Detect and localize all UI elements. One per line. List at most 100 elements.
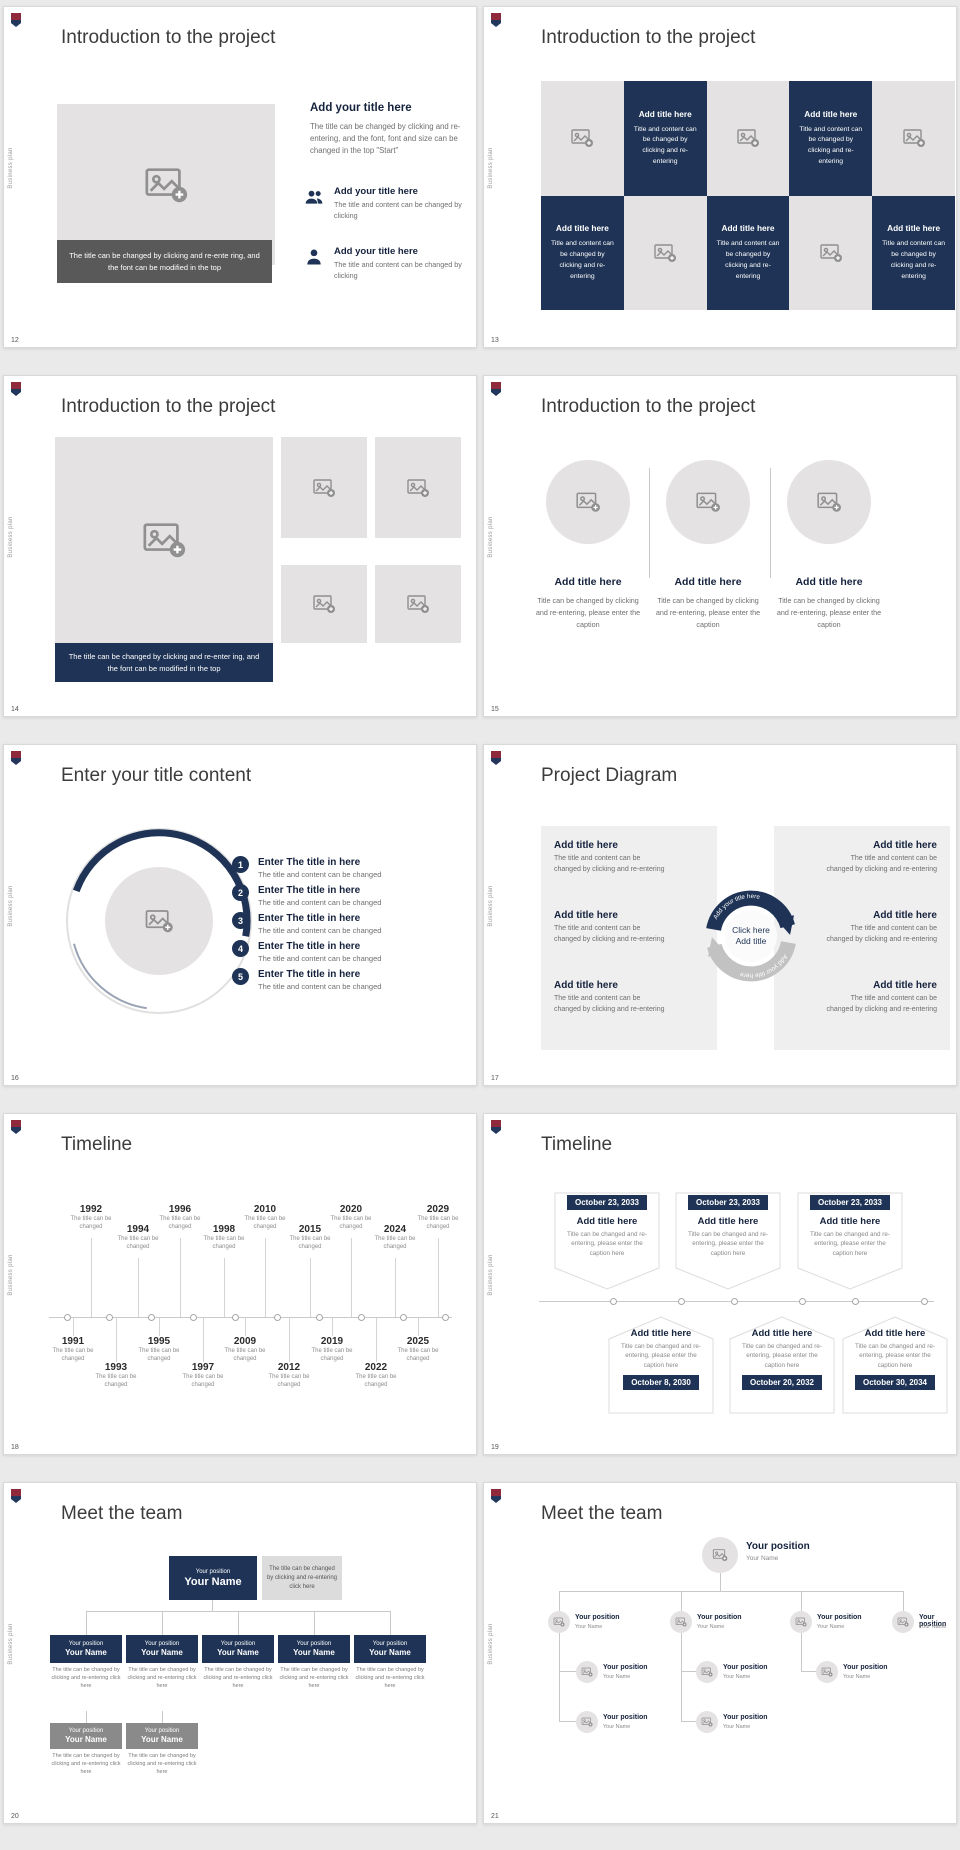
name-label: Your Name — [723, 1674, 751, 1680]
year-caption: The title can be changed — [311, 1348, 353, 1362]
slide-thumbnail-16[interactable]: Business plan Enter your title content 1… — [3, 744, 477, 1086]
item-heading: Add title here — [873, 840, 937, 851]
image-placeholder — [281, 437, 367, 538]
year-label: 1997 — [191, 1362, 215, 1373]
year-caption: The title can be changed — [268, 1374, 310, 1388]
step-number: 2 — [232, 884, 249, 901]
image-placeholder-icon — [902, 126, 926, 150]
org-box: Your position Your Name — [126, 1635, 198, 1663]
connector — [162, 1611, 163, 1635]
timeline-year: 2009 The title can be changed — [223, 1318, 267, 1370]
image-placeholder — [872, 81, 955, 196]
connector — [720, 1573, 721, 1591]
brand-logo-icon — [10, 1488, 22, 1504]
team-member: Your position Your Name — [576, 1711, 671, 1735]
name-label: Your Name — [141, 1648, 183, 1657]
circular-arrows-icon: Add your title here Add your title here … — [706, 890, 796, 982]
item-heading: Enter The title in here — [258, 885, 361, 896]
step-number: 5 — [232, 968, 249, 985]
page-number: 17 — [491, 1075, 499, 1082]
image-placeholder-icon — [816, 489, 842, 515]
timeline-year: 2020 The title can be changed — [329, 1204, 373, 1317]
name-label: Your Name — [65, 1648, 107, 1657]
timeline-year: 2025 The title can be changed — [396, 1318, 440, 1370]
item-heading: Add title here — [554, 980, 618, 991]
block-body: The title can be changed by clicking and… — [310, 122, 461, 156]
brand-logo-icon — [490, 750, 502, 766]
connector — [559, 1671, 576, 1672]
brand-logo-icon — [10, 750, 22, 766]
page-number: 16 — [11, 1075, 19, 1082]
slide-thumbnail-19[interactable]: Business plan Timeline October 23, 2033 … — [483, 1113, 957, 1455]
cell-text: Title and content can be changed by clic… — [633, 125, 697, 166]
event-text: Title can be changed and re-entering, pl… — [742, 1343, 822, 1369]
connector — [212, 1600, 213, 1611]
slide-thumbnail-20[interactable]: Business plan Meet the team Your positio… — [3, 1482, 477, 1824]
person-icon — [304, 247, 324, 267]
image-placeholder-icon — [553, 1616, 565, 1628]
timeline-event-bottom: Add title here Title can be changed and … — [840, 1314, 950, 1414]
divider — [649, 468, 650, 578]
year-caption: The title can be changed — [289, 1236, 331, 1250]
slide-thumbnail-15[interactable]: Business plan Introduction to the projec… — [483, 375, 957, 717]
image-placeholder — [375, 565, 461, 643]
date-badge: October 23, 2033 — [687, 1195, 769, 1210]
page-number: 14 — [11, 706, 19, 713]
image-placeholder-icon — [406, 592, 430, 616]
avatar-placeholder — [670, 1611, 692, 1633]
year-label: 2019 — [320, 1336, 344, 1347]
vertical-label: Business plan — [488, 885, 494, 927]
position-label: Your position — [817, 1614, 862, 1621]
cell-text: Title and content can be changed by clic… — [799, 125, 863, 166]
timeline-year: 1996 The title can be changed — [158, 1204, 202, 1317]
cell-heading: Add title here — [804, 108, 858, 119]
slide-thumbnail-21[interactable]: Business plan Meet the team Your positio… — [483, 1482, 957, 1824]
image-placeholder-icon — [570, 126, 594, 150]
year-caption: The title can be changed — [138, 1348, 180, 1362]
brand-logo-icon — [10, 12, 22, 28]
slide-thumbnail-17[interactable]: Business plan Project Diagram Add title … — [483, 744, 957, 1086]
timeline-year: 2029 The title can be changed — [416, 1204, 460, 1317]
image-placeholder-icon — [406, 476, 430, 500]
vertical-label: Business plan — [488, 147, 494, 189]
name-label: Your Name — [141, 1735, 183, 1744]
slide-title: Timeline — [61, 1134, 133, 1155]
image-placeholder-icon — [143, 162, 189, 208]
item-text: Title can be changed by clicking and re-… — [776, 596, 882, 629]
image-placeholder-icon — [736, 126, 760, 150]
cell-heading: Add title here — [555, 223, 609, 233]
position-label: Your position — [697, 1614, 742, 1621]
slide-title: Enter your title content — [61, 765, 252, 786]
item-heading: Enter The title in here — [258, 857, 361, 868]
position-label: Your position — [144, 1728, 180, 1734]
avatar-placeholder — [702, 1537, 738, 1573]
vertical-label: Business plan — [8, 1254, 14, 1296]
image-placeholder-icon — [581, 1716, 593, 1728]
image-placeholder — [541, 81, 624, 196]
slide-thumbnail-18[interactable]: Business plan Timeline 1992 The title can… — [3, 1113, 477, 1455]
avatar-placeholder — [816, 1661, 838, 1683]
connector — [559, 1721, 576, 1722]
timeline-dot — [316, 1314, 323, 1321]
name-label: Your Name — [293, 1648, 335, 1657]
item-text: The title and content can be changed by … — [334, 200, 462, 220]
text-cell: Add title here Title and content can be … — [623, 81, 707, 196]
connector — [86, 1711, 87, 1723]
year-caption: The title can be changed — [203, 1236, 245, 1250]
item-heading: Add your title here — [334, 186, 418, 197]
tag-outline — [797, 1192, 903, 1290]
slide-thumbnail-12[interactable]: Business plan Introduction to the projec… — [3, 6, 477, 348]
event-heading: Add title here — [819, 1216, 881, 1227]
timeline-year: 2022 The title can be changed — [354, 1318, 398, 1396]
image-placeholder-icon — [581, 1666, 593, 1678]
year-caption: The title can be changed — [355, 1374, 397, 1388]
slide-thumbnail-13[interactable]: Business plan Introduction to the projec… — [483, 6, 957, 348]
image-placeholder-icon — [712, 1547, 728, 1563]
year-caption: The title can be changed — [182, 1374, 224, 1388]
event-text: Title can be changed and re-entering, pl… — [688, 1231, 768, 1257]
slide-thumbnail-14[interactable]: Business plan Introduction to the projec… — [3, 375, 477, 717]
cell-heading: Add title here — [721, 223, 775, 233]
text-cell: Add title here Title and content can be … — [706, 195, 790, 310]
item-text: The title and content can be changed — [258, 926, 382, 935]
connector — [559, 1591, 560, 1611]
